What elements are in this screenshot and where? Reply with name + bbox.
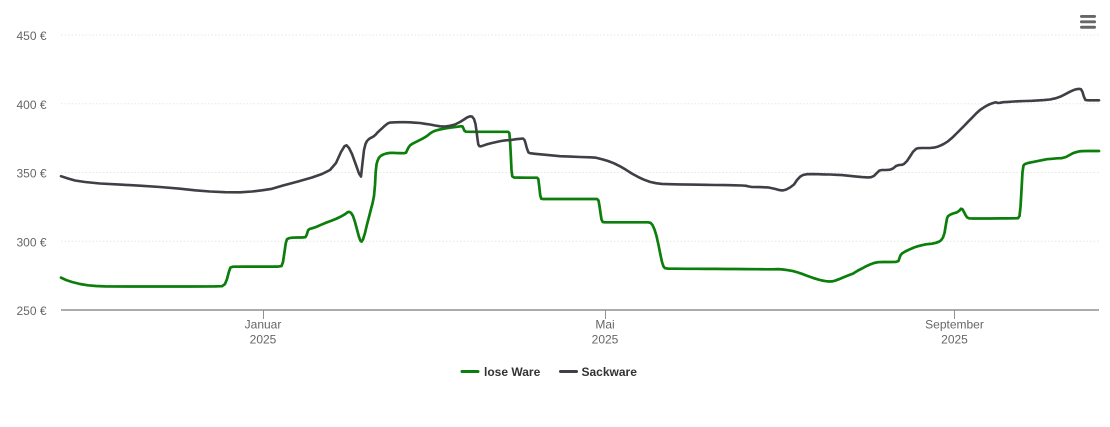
svg-text:300 €: 300 € bbox=[16, 235, 46, 249]
svg-text:September: September bbox=[925, 318, 984, 332]
svg-text:2025: 2025 bbox=[250, 333, 277, 347]
svg-text:250 €: 250 € bbox=[16, 304, 46, 318]
svg-text:350 €: 350 € bbox=[16, 167, 46, 181]
svg-text:400 €: 400 € bbox=[16, 98, 46, 112]
svg-text:450 €: 450 € bbox=[16, 29, 46, 43]
svg-text:2025: 2025 bbox=[941, 333, 968, 347]
svg-text:Sackware: Sackware bbox=[582, 365, 638, 379]
svg-text:2025: 2025 bbox=[592, 333, 619, 347]
svg-text:Mai: Mai bbox=[595, 318, 614, 332]
svg-text:lose Ware: lose Ware bbox=[484, 365, 541, 379]
svg-text:Januar: Januar bbox=[245, 318, 282, 332]
